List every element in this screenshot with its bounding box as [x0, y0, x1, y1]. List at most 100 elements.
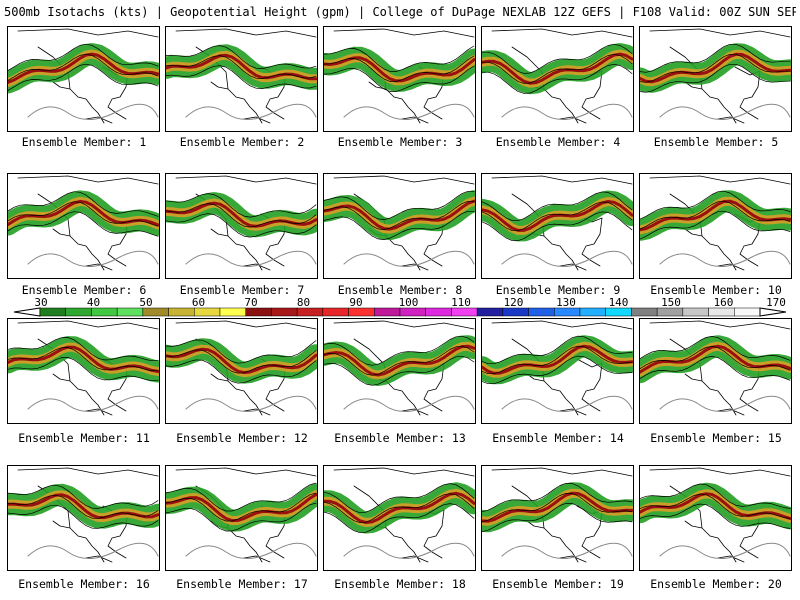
- ensemble-member-label: Ensemble Member: 8: [337, 283, 463, 297]
- colorbar-swatch: [708, 307, 735, 317]
- coastline: [649, 175, 791, 271]
- jet-core: [482, 200, 633, 232]
- height-contour: [166, 203, 317, 228]
- ensemble-map-10: [640, 175, 791, 271]
- height-contour: [324, 200, 475, 230]
- height-contour-south: [659, 542, 791, 559]
- height-contour: [640, 53, 791, 83]
- coastline: [17, 175, 159, 271]
- height-contour: [166, 65, 317, 89]
- ensemble-member-label: Ensemble Member: 15: [650, 431, 782, 445]
- height-contour: [324, 493, 475, 524]
- height-contour: [166, 359, 317, 384]
- ensemble-map-4: [482, 28, 633, 124]
- height-contour: [8, 201, 159, 227]
- colorbar-swatch: [296, 307, 324, 317]
- colorbar-swatch: [348, 307, 375, 317]
- colorbar-swatch: [322, 307, 349, 317]
- coastline: [649, 467, 791, 563]
- ensemble-panel-7: [165, 173, 318, 279]
- height-contour-south: [185, 395, 317, 412]
- colorbar-swatch: [168, 307, 195, 317]
- height-contour: [482, 335, 633, 365]
- coastline: [175, 320, 317, 416]
- height-contour: [324, 335, 475, 366]
- ensemble-panel-3: [323, 26, 476, 132]
- height-contour: [166, 482, 317, 512]
- colorbar-tick-label: 120: [503, 296, 524, 309]
- height-contour: [8, 504, 159, 529]
- jet-core: [640, 199, 791, 232]
- height-contour-south: [501, 103, 633, 120]
- jet-core: [166, 347, 317, 375]
- ensemble-panel-15: [639, 318, 792, 424]
- colorbar-tick-label: 40: [86, 296, 101, 309]
- ensemble-map-2: [166, 28, 317, 124]
- height-contour: [166, 213, 317, 238]
- ensemble-member-label: Ensemble Member: 17: [176, 577, 308, 591]
- colorbar-swatch: [528, 307, 555, 317]
- height-contour: [324, 45, 475, 72]
- colorbar-swatch: [245, 307, 272, 317]
- height-contour-south: [27, 103, 159, 120]
- height-contour-south: [501, 542, 633, 559]
- height-contour: [8, 484, 159, 509]
- ensemble-panel-17: [165, 465, 318, 571]
- jet-core: [166, 53, 317, 81]
- ensemble-panel-20: [639, 465, 792, 571]
- colorbar-swatch: [65, 307, 92, 317]
- header-run-info: 12Z GEFS | F108 Valid: 00Z SUN SEP 28 20…: [553, 5, 796, 19]
- colorbar-swatch: [579, 307, 606, 317]
- height-contour: [324, 190, 475, 220]
- height-contour: [8, 347, 159, 372]
- height-contour: [482, 43, 633, 74]
- ensemble-panel-14: [481, 318, 634, 424]
- ensemble-panel-2: [165, 26, 318, 132]
- jet-core: [8, 52, 159, 84]
- ensemble-member-label: Ensemble Member: 5: [653, 135, 779, 149]
- ensemble-panel-13: [323, 318, 476, 424]
- jet-core: [482, 344, 633, 375]
- colorbar-swatch: [194, 307, 221, 317]
- height-contour-south: [659, 103, 791, 120]
- jet-core: [640, 52, 791, 84]
- colorbar-swatch: [271, 307, 298, 317]
- height-contour: [166, 55, 317, 79]
- height-contour: [482, 492, 633, 523]
- height-contour: [324, 355, 475, 386]
- colorbar-tick-label: 170: [766, 296, 786, 309]
- ensemble-map-20: [640, 467, 791, 563]
- height-contour-south: [27, 395, 159, 412]
- ensemble-map-5: [640, 28, 791, 124]
- ensemble-map-1: [8, 28, 159, 124]
- jet-core: [166, 493, 317, 523]
- height-contour: [8, 211, 159, 237]
- height-contour: [8, 63, 159, 91]
- colorbar-swatch: [374, 307, 401, 317]
- height-contour: [166, 502, 317, 532]
- height-contour-south: [659, 250, 791, 267]
- height-contour: [640, 43, 791, 73]
- jet-core: [482, 491, 633, 523]
- height-contour: [324, 483, 475, 514]
- height-contour: [482, 201, 633, 232]
- jet-core: [482, 52, 633, 85]
- ensemble-member-label: Ensemble Member: 11: [18, 431, 150, 445]
- ensemble-map-9: [482, 175, 633, 271]
- height-contour-south: [185, 250, 317, 267]
- colorbar-swatch: [631, 307, 658, 317]
- ensemble-map-14: [482, 320, 633, 416]
- ensemble-map-13: [324, 320, 475, 416]
- height-contour: [8, 337, 159, 362]
- colorbar-max-arrow: [759, 307, 787, 317]
- ensemble-member-label: Ensemble Member: 13: [334, 431, 466, 445]
- colorbar-swatch: [142, 307, 169, 317]
- height-contour: [482, 211, 633, 242]
- height-contour: [324, 55, 475, 82]
- height-contour: [640, 356, 791, 381]
- coastline: [649, 28, 791, 124]
- ensemble-map-15: [640, 320, 791, 416]
- height-contour: [166, 339, 317, 364]
- colorbar-tick-label: 50: [139, 296, 153, 309]
- height-contour-south: [343, 395, 475, 412]
